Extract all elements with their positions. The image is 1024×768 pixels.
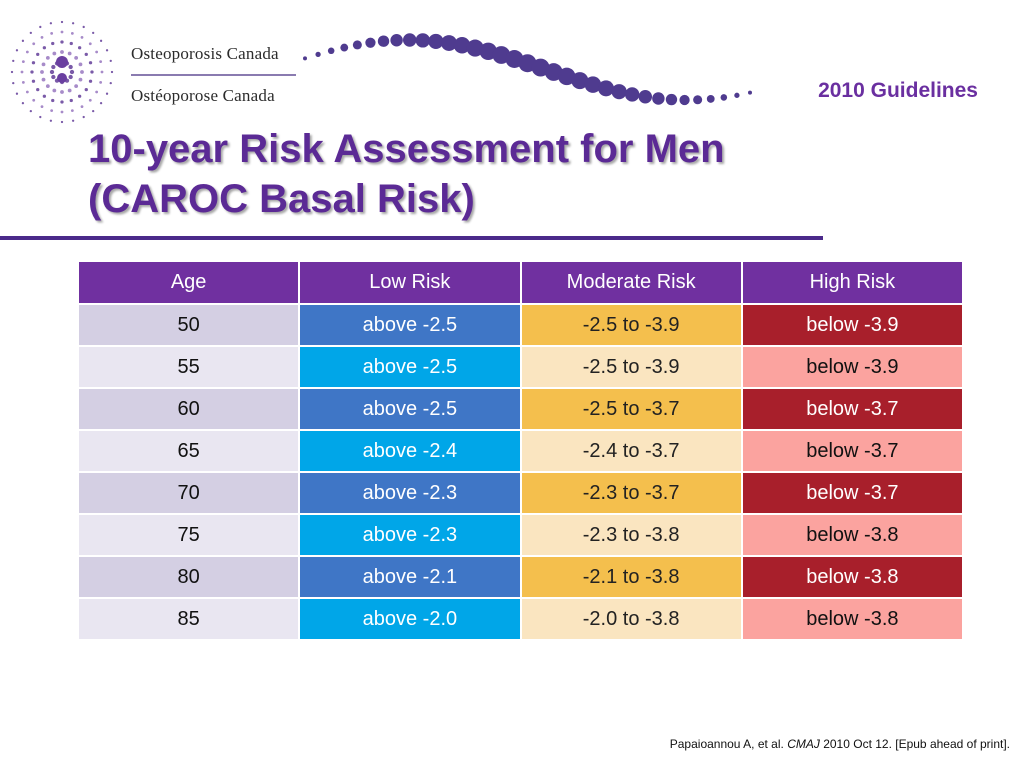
header-high-risk: High Risk (740, 260, 965, 305)
high-risk-cell: below -3.8 (740, 513, 965, 557)
low-risk-cell: above -2.5 (298, 303, 522, 347)
logo-header: Osteoporosis Canada Ostéoporose Canada (0, 0, 785, 148)
low-risk-cell: above -2.5 (298, 387, 522, 431)
table-row: 75 above -2.3 -2.3 to -3.8 below -3.8 (76, 513, 965, 557)
citation: Papaioannou A, et al. CMAJ 2010 Oct 12. … (670, 737, 1010, 751)
low-risk-cell: above -2.5 (298, 345, 522, 389)
high-risk-cell: below -3.9 (740, 303, 965, 347)
citation-details: 2010 Oct 12. [Epub ahead of print]. (823, 737, 1010, 751)
guidelines-tag: 2010 Guidelines (818, 79, 978, 102)
high-risk-cell: below -3.9 (740, 345, 965, 389)
table-row: 85 above -2.0 -2.0 to -3.8 below -3.8 (76, 597, 965, 641)
risk-table: Age Low Risk Moderate Risk High Risk 50 a… (76, 260, 965, 641)
age-cell: 70 (76, 471, 301, 515)
high-risk-cell: below -3.7 (740, 387, 965, 431)
low-risk-cell: above -2.3 (298, 513, 522, 557)
header-low-risk: Low Risk (298, 260, 522, 305)
org-name-english: Osteoporosis Canada (131, 44, 279, 63)
title-divider (0, 236, 823, 240)
low-risk-cell: above -2.4 (298, 429, 522, 473)
header-moderate-risk: Moderate Risk (519, 260, 743, 305)
table-row: 60 above -2.5 -2.5 to -3.7 below -3.7 (76, 387, 965, 431)
table-row: 55 above -2.5 -2.5 to -3.9 below -3.9 (76, 345, 965, 389)
table-row: 50 above -2.5 -2.5 to -3.9 below -3.9 (76, 303, 965, 347)
org-name-french: Ostéoporose Canada (131, 86, 275, 105)
table-body: 50 above -2.5 -2.5 to -3.9 below -3.9 55 abov… (76, 303, 965, 641)
table-row: 80 above -2.1 -2.1 to -3.8 below -3.8 (76, 555, 965, 599)
moderate-risk-cell: -2.5 to -3.7 (519, 387, 743, 431)
moderate-risk-cell: -2.5 to -3.9 (519, 345, 743, 389)
moderate-risk-cell: -2.5 to -3.9 (519, 303, 743, 347)
citation-journal: CMAJ (787, 737, 820, 751)
moderate-risk-cell: -2.0 to -3.8 (519, 597, 743, 641)
age-cell: 65 (76, 429, 301, 473)
high-risk-cell: below -3.7 (740, 429, 965, 473)
slide-title-line-1: 10-year Risk Assessment for Men (88, 127, 725, 171)
table-row: 65 above -2.4 -2.4 to -3.7 below -3.7 (76, 429, 965, 473)
low-risk-cell: above -2.1 (298, 555, 522, 599)
table-row: 70 above -2.3 -2.3 to -3.7 below -3.7 (76, 471, 965, 515)
table-header-row: Age Low Risk Moderate Risk High Risk (76, 260, 965, 305)
low-risk-cell: above -2.3 (298, 471, 522, 515)
high-risk-cell: below -3.8 (740, 597, 965, 641)
high-risk-cell: below -3.8 (740, 555, 965, 599)
age-cell: 75 (76, 513, 301, 557)
moderate-risk-cell: -2.3 to -3.8 (519, 513, 743, 557)
slide-title-line-2: (CAROC Basal Risk) (88, 177, 475, 221)
slide-title: 10-year Risk Assessment for Men (CAROC B… (88, 124, 848, 224)
low-risk-cell: above -2.0 (298, 597, 522, 641)
age-cell: 55 (76, 345, 301, 389)
osteoporosis-canada-logo-icon (10, 20, 752, 124)
citation-authors: Papaioannou A, et al. (669, 737, 784, 751)
logo-divider (131, 74, 296, 76)
header-age: Age (76, 260, 301, 305)
age-cell: 80 (76, 555, 301, 599)
moderate-risk-cell: -2.3 to -3.7 (519, 471, 743, 515)
age-cell: 85 (76, 597, 301, 641)
high-risk-cell: below -3.7 (740, 471, 965, 515)
moderate-risk-cell: -2.4 to -3.7 (519, 429, 743, 473)
age-cell: 50 (76, 303, 301, 347)
moderate-risk-cell: -2.1 to -3.8 (519, 555, 743, 599)
age-cell: 60 (76, 387, 301, 431)
